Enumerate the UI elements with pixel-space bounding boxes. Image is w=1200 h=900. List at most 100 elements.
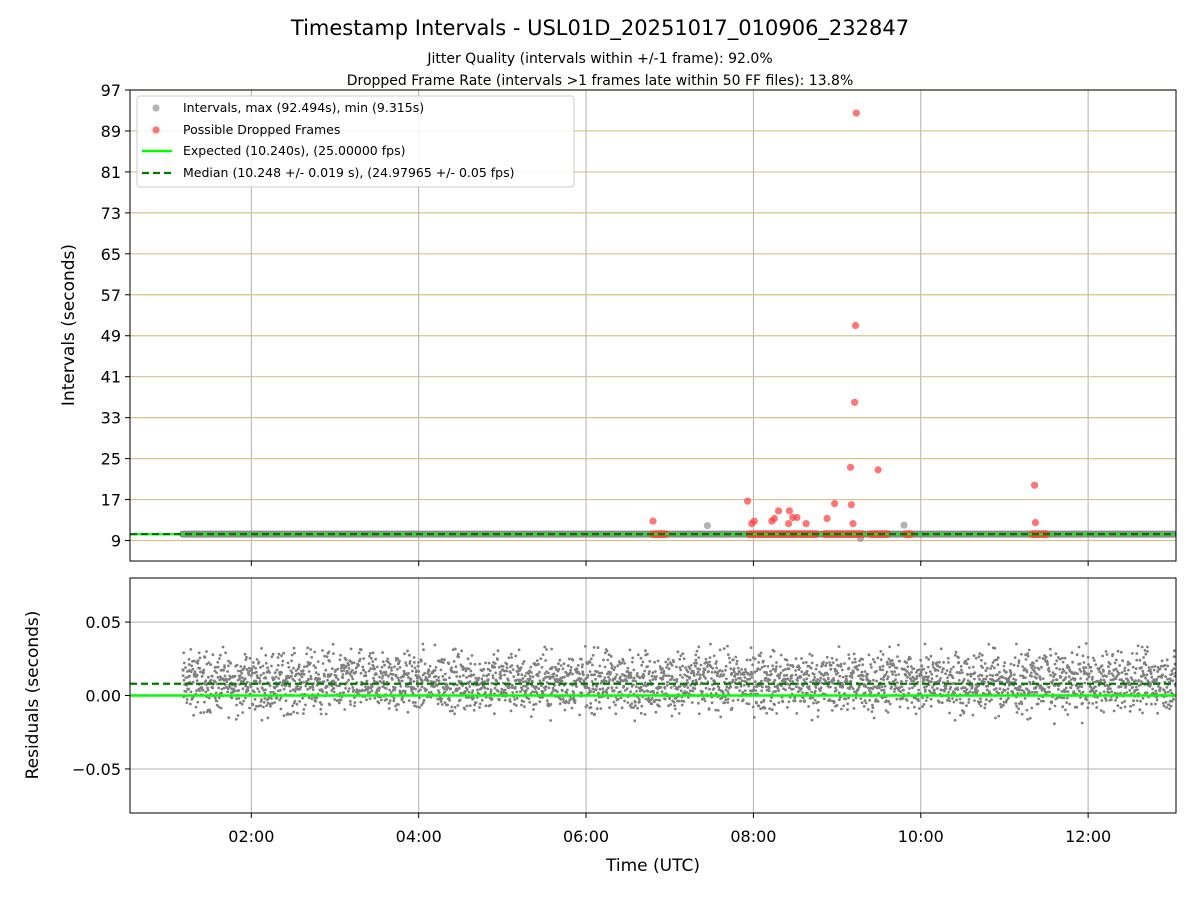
residual-point [413, 666, 417, 670]
residual-point [914, 712, 918, 716]
residual-point [589, 702, 593, 705]
residual-point [388, 688, 391, 692]
residual-point [682, 700, 686, 703]
residual-point [1116, 649, 1120, 653]
residual-point [1107, 665, 1110, 669]
residual-point [990, 664, 994, 668]
residual-point [1128, 689, 1132, 692]
residual-point [535, 691, 539, 695]
residual-point [367, 686, 371, 690]
residual-point [468, 685, 472, 688]
residual-point [898, 686, 902, 690]
residual-point [483, 686, 487, 690]
residual-point [510, 664, 514, 667]
residual-point [905, 670, 909, 673]
residual-point [547, 671, 550, 675]
residual-point [204, 683, 208, 687]
residual-point [764, 685, 768, 689]
residual-point [790, 673, 794, 677]
residual-point [443, 658, 446, 662]
residual-point [860, 701, 864, 705]
top-ytick-label-0: 9 [111, 532, 121, 551]
residual-point [971, 713, 975, 717]
dropped-frame-point-1 [743, 497, 752, 505]
dropped-frame-point-11 [802, 520, 810, 528]
residual-point [1140, 645, 1144, 649]
residual-point [1089, 685, 1093, 689]
residual-point [496, 658, 499, 661]
residual-point [904, 673, 908, 677]
residual-point [343, 708, 347, 711]
residual-point [381, 685, 385, 688]
residual-point [716, 709, 720, 712]
residual-point [776, 687, 780, 690]
residual-point [984, 669, 988, 673]
residual-point [205, 650, 208, 653]
residual-point [580, 665, 584, 669]
dropped-frame-point-16 [849, 520, 857, 528]
residual-point [852, 670, 855, 674]
residual-point [670, 664, 674, 667]
residual-point [766, 680, 770, 683]
residual-point [979, 704, 983, 708]
residual-point [1064, 676, 1068, 679]
residual-point [709, 692, 713, 695]
residual-point [339, 698, 343, 702]
residual-point [288, 684, 292, 688]
residual-point [214, 665, 218, 669]
residual-point [674, 696, 678, 700]
residual-point [726, 697, 730, 701]
residual-point [370, 689, 374, 692]
residual-point [1170, 669, 1174, 673]
residual-point [1086, 655, 1090, 659]
residual-point [631, 656, 635, 660]
residual-point [371, 660, 375, 663]
residual-point [696, 667, 700, 671]
residual-point [1030, 690, 1034, 694]
residual-point [532, 708, 535, 711]
residual-point [443, 701, 447, 704]
residual-point [795, 685, 798, 689]
residual-point [1005, 670, 1008, 674]
residual-point [412, 656, 416, 659]
residual-point [259, 704, 262, 708]
residual-point [1007, 683, 1011, 687]
residual-point [488, 669, 492, 673]
residual-point [182, 651, 186, 655]
residual-point [557, 678, 561, 682]
residual-point [900, 685, 904, 688]
residual-point [1134, 679, 1138, 682]
residual-point [956, 688, 960, 691]
residual-point [191, 680, 195, 684]
residual-point [268, 684, 272, 688]
residual-point [1143, 661, 1146, 664]
residual-point [545, 648, 548, 651]
residual-point [763, 706, 767, 710]
residual-point [984, 677, 988, 681]
residual-point [202, 711, 206, 714]
residual-point [1140, 680, 1143, 684]
residual-point [924, 671, 928, 675]
residual-point [287, 712, 290, 716]
residual-point [691, 689, 695, 693]
residual-point [898, 705, 902, 709]
residual-point [936, 687, 939, 690]
residual-point [1087, 675, 1091, 679]
residual-point [182, 678, 186, 682]
residual-point [1131, 665, 1135, 669]
residual-point [760, 685, 764, 689]
residual-point [352, 688, 355, 692]
residual-point [880, 688, 883, 692]
residual-point [1149, 672, 1153, 676]
residual-point [867, 686, 870, 690]
residual-point [1128, 709, 1132, 713]
residual-point [500, 690, 503, 694]
residual-point [312, 664, 316, 667]
residual-point [497, 698, 501, 702]
residual-point [854, 660, 857, 664]
residual-point [347, 689, 350, 693]
residual-point [414, 701, 417, 704]
residual-point [917, 707, 921, 710]
residual-point [346, 671, 349, 675]
residual-point [255, 658, 259, 661]
